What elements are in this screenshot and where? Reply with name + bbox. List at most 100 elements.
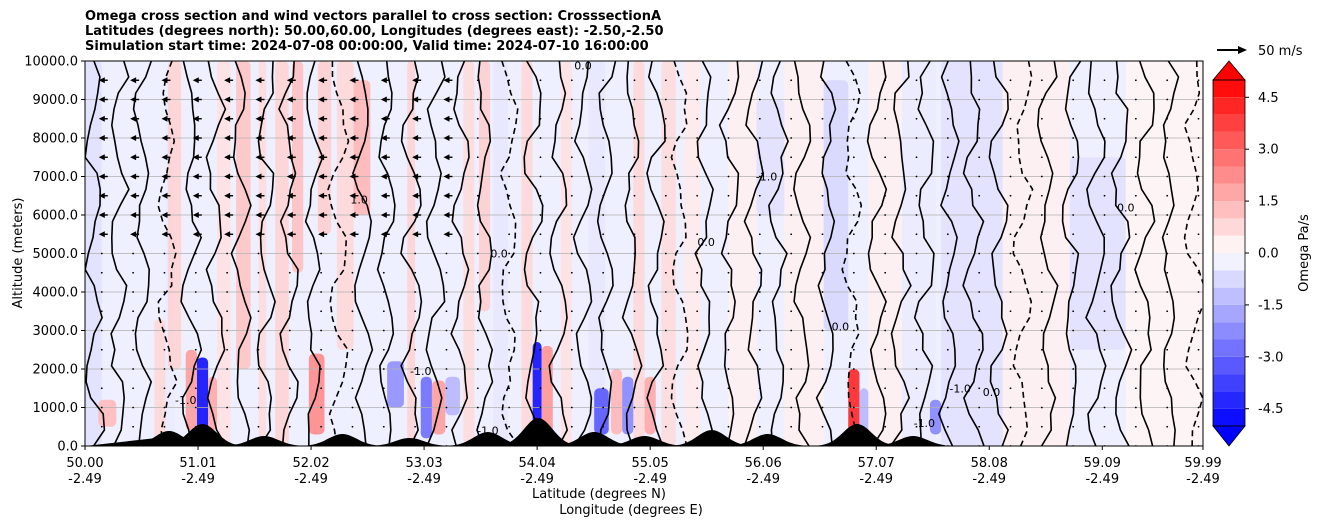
wind-vector xyxy=(790,291,793,293)
wind-vector xyxy=(1166,194,1169,197)
wind-vector xyxy=(758,156,761,159)
wind-vector-head xyxy=(130,77,137,84)
wind-vector xyxy=(884,233,887,236)
wind-vector xyxy=(664,214,667,216)
wind-vector xyxy=(915,194,918,197)
wind-vector xyxy=(1040,310,1043,313)
wind-vector-head xyxy=(380,173,387,180)
wind-vector xyxy=(790,214,793,216)
wind-vector xyxy=(1134,137,1137,139)
wind-vector xyxy=(539,117,542,120)
wind-vector xyxy=(1197,310,1200,313)
wind-vector xyxy=(696,194,699,197)
wind-vector xyxy=(1134,214,1137,216)
wind-vector xyxy=(946,233,949,236)
wind-vector xyxy=(852,329,855,332)
wind-vector xyxy=(978,425,981,428)
colorbar-band xyxy=(1213,356,1245,375)
wind-vector xyxy=(194,271,197,274)
wind-vector xyxy=(194,348,197,351)
contour-line xyxy=(768,61,789,446)
wind-vector xyxy=(915,368,918,370)
contour-line xyxy=(1110,61,1133,446)
wind-vector xyxy=(1103,156,1106,159)
wind-vector xyxy=(570,137,573,139)
wind-vector-head xyxy=(224,192,231,199)
wind-vector xyxy=(382,252,385,255)
wind-vector xyxy=(727,368,730,370)
wind-vector xyxy=(1009,137,1012,139)
wind-vector-head xyxy=(443,115,450,122)
wind-vector xyxy=(978,175,981,178)
contour-line xyxy=(841,61,863,446)
contour-line xyxy=(304,61,324,446)
wind-vector xyxy=(696,233,699,236)
wind-vector xyxy=(257,291,260,293)
chart-title: Omega cross section and wind vectors par… xyxy=(85,9,664,54)
wind-vector xyxy=(539,310,542,313)
wind-vector xyxy=(351,271,354,274)
wind-vector xyxy=(915,79,918,82)
wind-vector xyxy=(320,310,323,313)
wind-vector xyxy=(476,329,479,332)
x-tick-label-longitude: -2.49 xyxy=(746,472,780,487)
wind-vector xyxy=(946,137,949,139)
wind-vector xyxy=(727,233,730,236)
wind-vector xyxy=(821,425,824,428)
wind-vector xyxy=(226,310,229,313)
wind-vector xyxy=(852,117,855,120)
wind-vector xyxy=(915,348,918,351)
omega-cell xyxy=(823,80,849,331)
wind-vector xyxy=(821,406,824,409)
wind-vector xyxy=(633,233,636,236)
wind-vector xyxy=(884,291,887,293)
wind-vector xyxy=(602,117,605,120)
wind-vector xyxy=(288,329,291,332)
colorbar: -4.5 -3.0 -1.5 0.0 1.5 3.0 4.5 Omega Pa/s xyxy=(1212,60,1312,447)
wind-vector xyxy=(1009,271,1012,274)
wind-vector xyxy=(445,310,448,313)
wind-vector xyxy=(508,137,511,139)
wind-vector xyxy=(758,98,761,101)
wind-vector-head xyxy=(130,154,137,161)
wind-vector xyxy=(1134,79,1137,82)
colorbar-band xyxy=(1213,97,1245,115)
wind-vector xyxy=(476,387,479,390)
wind-vector xyxy=(946,348,949,351)
wind-vector xyxy=(821,233,824,236)
wind-vector xyxy=(382,368,385,370)
wind-vector-head xyxy=(443,77,450,84)
wind-vector xyxy=(884,329,887,332)
wind-vector xyxy=(226,368,229,370)
wind-vector xyxy=(1103,310,1106,313)
wind-vector xyxy=(1009,387,1012,390)
wind-vector xyxy=(602,194,605,197)
wind-vector xyxy=(758,329,761,332)
contour-label: 0.0 xyxy=(697,236,715,249)
wind-vector xyxy=(633,368,636,370)
omega-cell xyxy=(154,318,166,446)
wind-vector xyxy=(852,368,855,370)
contour-line xyxy=(400,61,423,446)
contour-line xyxy=(718,61,740,446)
wind-vector xyxy=(884,194,887,197)
omega-cell xyxy=(610,369,623,435)
wind-vector xyxy=(884,156,887,159)
wind-vector xyxy=(570,233,573,236)
wind-vector-head xyxy=(161,96,168,103)
wind-vector xyxy=(884,252,887,255)
contour-line xyxy=(743,61,764,446)
contour-line xyxy=(793,61,812,446)
wind-vector xyxy=(696,329,699,332)
wind-vector xyxy=(602,233,605,236)
wind-vector xyxy=(226,348,229,351)
contour-line xyxy=(157,61,178,446)
wind-vector xyxy=(1197,348,1200,351)
wind-vector xyxy=(100,387,103,390)
wind-vector xyxy=(1040,194,1043,197)
x-tick-label-latitude: 56.06 xyxy=(745,456,782,471)
wind-vector xyxy=(1040,156,1043,159)
wind-vector xyxy=(1103,214,1106,216)
wind-vector xyxy=(1009,310,1012,313)
